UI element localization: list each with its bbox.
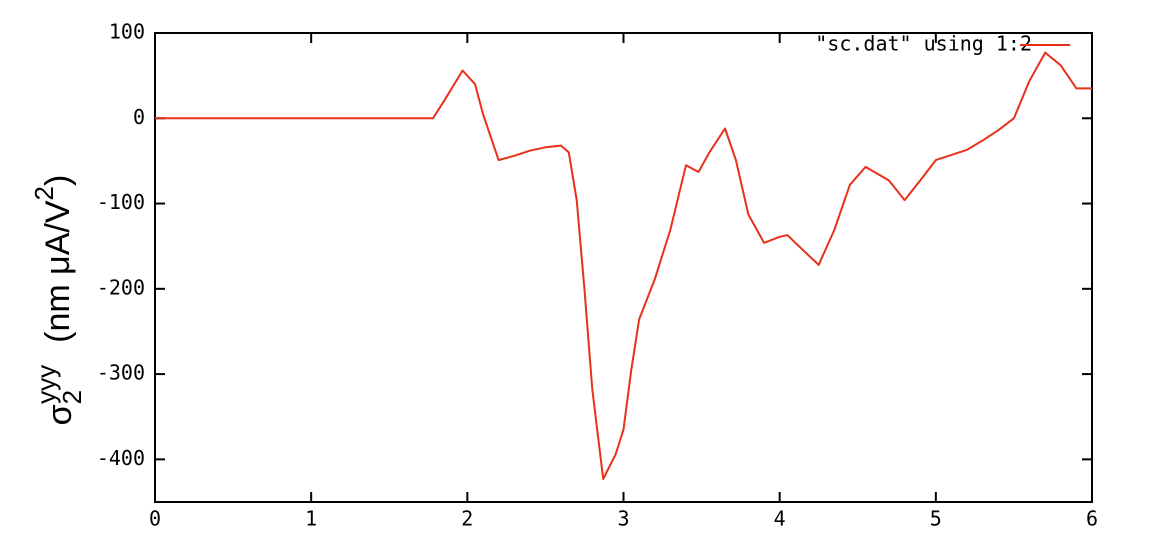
y-tick-label: -400 xyxy=(97,446,145,470)
y-tick-label: -300 xyxy=(97,361,145,385)
y-tick-label: 100 xyxy=(109,20,145,44)
y-label-part: (nm μA/V xyxy=(39,200,77,343)
y-label-part: ) xyxy=(39,175,77,186)
x-tick-label: 6 xyxy=(1086,507,1098,531)
y-tick-label: 0 xyxy=(133,105,145,129)
x-tick-label: 5 xyxy=(930,507,942,531)
y-label-part: σ xyxy=(41,404,79,425)
y-label-part: yyy xyxy=(31,365,61,404)
y-tick-label: -200 xyxy=(97,275,145,299)
x-tick-label: 2 xyxy=(461,507,473,531)
x-tick-label: 4 xyxy=(774,507,786,531)
data-line xyxy=(155,51,1092,480)
x-tick-label: 1 xyxy=(305,507,317,531)
x-tick-label: 0 xyxy=(149,507,161,531)
x-tick-label: 3 xyxy=(617,507,629,531)
y-label-part: 2 xyxy=(57,390,87,404)
legend-label: "sc.dat" using 1:2 xyxy=(815,32,1032,56)
y-label-part: 2 xyxy=(29,186,59,200)
y-tick-label: -100 xyxy=(97,190,145,214)
y-axis-label: σ2yyy(nm μA/V2) xyxy=(29,175,87,426)
